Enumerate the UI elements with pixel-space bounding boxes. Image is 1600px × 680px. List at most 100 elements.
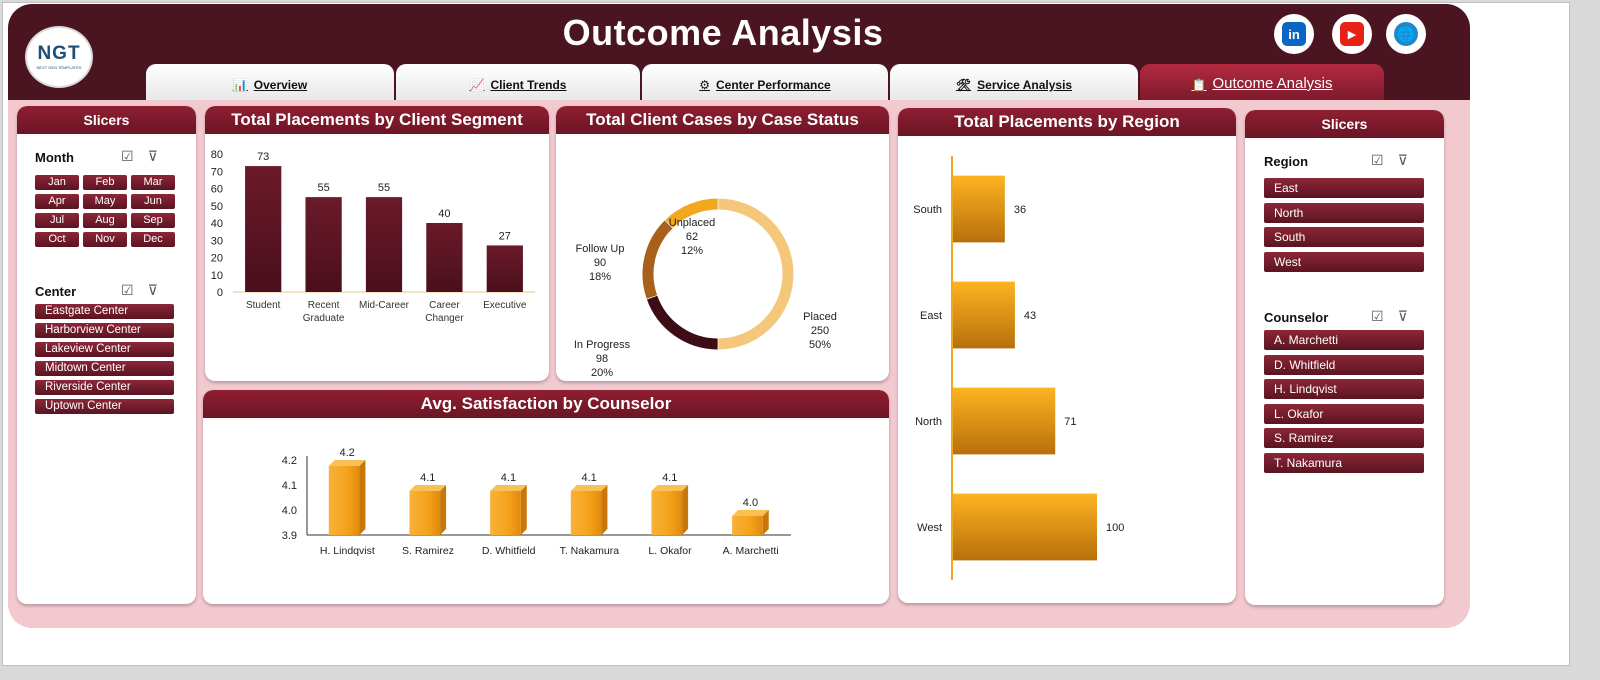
bar-t-nakamura (570, 491, 602, 535)
counselor-chip-l-okafor[interactable]: L. Okafor (1264, 403, 1424, 424)
bar-side-h-lindqvist (359, 460, 366, 535)
bar-north (953, 387, 1056, 455)
data-label: 4.2 (339, 447, 354, 459)
ngt-logo[interactable]: NGT NEXT GEN TEMPLATES (25, 26, 93, 88)
bar-a-marchetti (732, 516, 763, 535)
center-chip-midtown-center[interactable]: Midtown Center (35, 361, 174, 376)
slice-percent: 50% (809, 339, 831, 351)
bar-s-ramirez (409, 491, 441, 535)
month-slicer-controls: ☑⊽ (121, 148, 172, 165)
slice-value: 250 (811, 325, 829, 337)
month-chip-nov[interactable]: Nov (83, 232, 127, 247)
x-tick-label: S. Ramirez (402, 545, 454, 557)
bar-l-okafor (651, 491, 683, 535)
month-chip-jul[interactable]: Jul (35, 213, 79, 228)
region-chip-north[interactable]: North (1264, 202, 1424, 223)
month-chip-oct[interactable]: Oct (35, 232, 79, 247)
month-chip-aug[interactable]: Aug (83, 213, 127, 228)
counselor-chip-s-ramirez[interactable]: S. Ramirez (1264, 428, 1424, 448)
bar-recent-graduate (305, 197, 342, 292)
x-tick-label: Changer (425, 313, 464, 324)
center-chip-uptown-center[interactable]: Uptown Center (35, 399, 174, 414)
data-label: 36 (1014, 204, 1026, 216)
slicers-header: Slicers (1245, 110, 1444, 138)
region-chip-west[interactable]: West (1264, 251, 1424, 272)
center-chip-harborview-center[interactable]: Harborview Center (35, 323, 174, 338)
tab-overview[interactable]: 📊 Overview (146, 64, 394, 100)
slice-label: Follow Up (576, 243, 625, 255)
website-button[interactable]: 🌐 (1386, 14, 1426, 54)
tab-client-trends[interactable]: 📈 Client Trends (396, 64, 640, 100)
status-chart-title: Total Client Cases by Case Status (556, 106, 889, 134)
slice-label: Placed (803, 311, 837, 323)
y-tick-label: 3.9 (282, 530, 297, 542)
region-chart-panel: Total Placements by Region South 36 East 43… (898, 108, 1236, 603)
counselor-chip-a-marchetti[interactable]: A. Marchetti (1264, 330, 1424, 350)
center-chip-eastgate-center[interactable]: Eastgate Center (35, 304, 174, 319)
clear-filter-icon[interactable]: ⊽ (147, 148, 172, 164)
multi-select-icon[interactable]: ☑ (121, 282, 148, 298)
counselor-chart-title: Avg. Satisfaction by Counselor (203, 390, 889, 418)
tab-outcome-analysis[interactable]: 📋 Outcome Analysis (1140, 64, 1384, 100)
donut-slice-unplaced (665, 198, 718, 229)
y-tick-label: North (915, 416, 942, 428)
center-slicer-title: Center (35, 284, 77, 299)
data-label: 100 (1106, 522, 1124, 534)
tab-center-performance[interactable]: ⚙ Center Performance (642, 64, 888, 100)
linkedin-button[interactable]: in (1274, 14, 1314, 54)
month-chip-jun[interactable]: Jun (131, 194, 175, 209)
y-tick-label: 80 (211, 149, 223, 161)
tab-label: Client Trends (490, 78, 567, 92)
tab-label: Service Analysis (977, 78, 1073, 92)
center-chip-riverside-center[interactable]: Riverside Center (35, 380, 174, 395)
bar-side-d-whitfield (520, 485, 527, 535)
counselor-chip-d-whitfield[interactable]: D. Whitfield (1264, 354, 1424, 375)
slicers-header: Slicers (17, 106, 196, 134)
bar-top-t-nakamura (570, 485, 608, 491)
clear-filter-icon[interactable]: ⊽ (1397, 308, 1422, 324)
counselor-chip-t-nakamura[interactable]: T. Nakamura (1264, 452, 1424, 473)
slice-value: 98 (596, 353, 608, 365)
month-chip-feb[interactable]: Feb (83, 175, 127, 190)
month-chip-mar[interactable]: Mar (131, 175, 175, 190)
slice-percent: 18% (589, 271, 611, 283)
y-tick-label: 10 (211, 270, 223, 282)
y-tick-label: 40 (211, 218, 223, 230)
tab-label: Outcome Analysis (1212, 75, 1333, 92)
youtube-button[interactable]: ▶ (1332, 14, 1372, 54)
clear-filter-icon[interactable]: ⊽ (147, 282, 172, 298)
region-bar-chart: South 36 East 43 North 71 West 100 (913, 156, 1124, 580)
clear-filter-icon[interactable]: ⊽ (1397, 152, 1422, 168)
month-chip-jan[interactable]: Jan (35, 175, 79, 190)
region-chip-south[interactable]: South (1264, 227, 1424, 247)
counselor-chip-h-lindqvist[interactable]: H. Lindqvist (1264, 379, 1424, 399)
left-slicers-panel: Slicers Month ☑⊽ Jan Feb Mar Apr May Jun Jul Au… (17, 106, 196, 604)
tab-service-analysis[interactable]: 🛠 Service Analysis (890, 64, 1138, 100)
segment-chart-title: Total Placements by Client Segment (205, 106, 549, 134)
y-tick-label: 30 (211, 235, 223, 247)
slice-label: In Progress (574, 339, 631, 351)
month-chip-apr[interactable]: Apr (35, 194, 79, 209)
status-chart-panel: Total Client Cases by Case Status Placed… (556, 106, 889, 381)
region-slicer-title: Region (1264, 154, 1309, 169)
multi-select-icon[interactable]: ☑ (1371, 308, 1398, 324)
slice-percent: 12% (681, 245, 703, 257)
x-tick-label: H. Lindqvist (320, 545, 375, 557)
month-chip-may[interactable]: May (83, 194, 127, 209)
bar-h-lindqvist (328, 466, 360, 535)
y-tick-label: 4.0 (282, 505, 297, 517)
month-chip-dec[interactable]: Dec (131, 232, 175, 247)
center-chip-lakeview-center[interactable]: Lakeview Center (35, 342, 174, 357)
data-label: 43 (1024, 310, 1036, 322)
multi-select-icon[interactable]: ☑ (121, 148, 148, 164)
bar-top-a-marchetti (732, 510, 769, 516)
multi-select-icon[interactable]: ☑ (1371, 152, 1398, 168)
tools-icon: 🛠 (955, 78, 972, 92)
y-tick-label: 0 (217, 287, 223, 299)
right-slicers-panel: Slicers Region ☑⊽ East North South West Cou… (1245, 110, 1444, 605)
bar-side-a-marchetti (762, 510, 769, 535)
month-chip-sep[interactable]: Sep (131, 213, 175, 228)
region-chip-east[interactable]: East (1264, 178, 1424, 198)
y-tick-label: 4.2 (282, 455, 297, 467)
center-slicer-controls: ☑⊽ (121, 282, 172, 299)
